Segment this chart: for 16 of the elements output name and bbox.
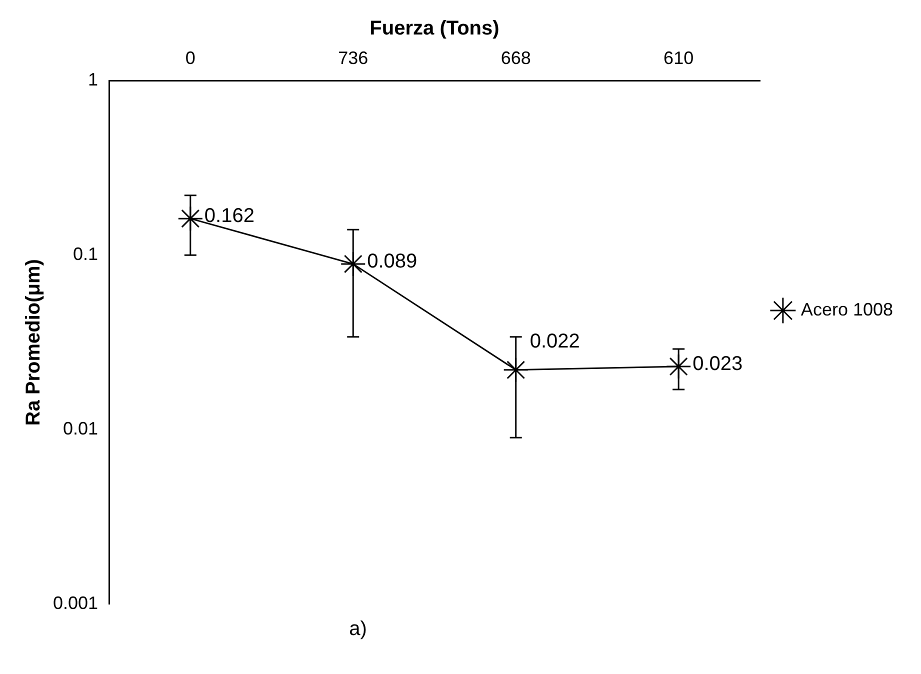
y-tick-label: 1 bbox=[88, 70, 98, 90]
data-label: 0.089 bbox=[367, 250, 418, 272]
x-tick-label: 668 bbox=[500, 48, 531, 68]
x-tick-label: 736 bbox=[338, 48, 368, 68]
y-axis-title: Ra Promedio(μm) bbox=[22, 259, 45, 426]
y-tick-label: 0.001 bbox=[52, 593, 98, 614]
x-tick-label: 610 bbox=[664, 48, 694, 68]
data-label: 0.023 bbox=[692, 353, 743, 376]
data-label: 0.162 bbox=[204, 205, 254, 228]
legend-label: Acero 1008 bbox=[800, 299, 894, 320]
y-tick-label: 0.1 bbox=[73, 244, 98, 264]
data-label: 0.022 bbox=[530, 330, 580, 352]
y-tick-label: 0.01 bbox=[62, 418, 98, 439]
x-axis-title: Fuerza (Tons) bbox=[370, 18, 500, 40]
text: a) bbox=[348, 618, 368, 641]
x-tick-label: 0 bbox=[185, 48, 196, 68]
